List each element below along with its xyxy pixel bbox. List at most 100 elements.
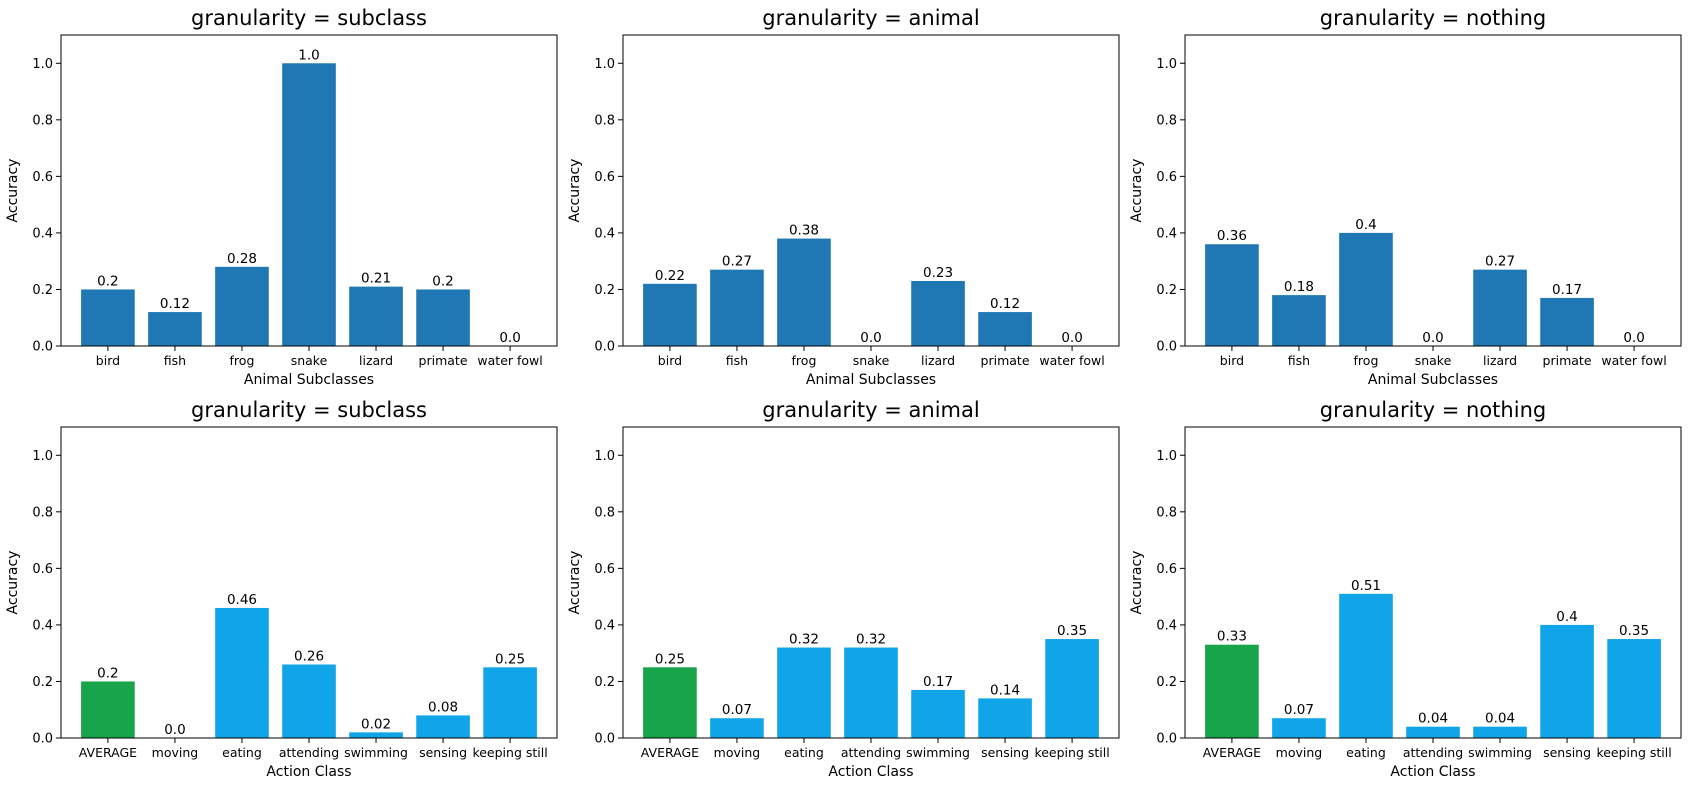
x-tick-label: attending: [841, 745, 901, 760]
chart-title: granularity = animal: [762, 398, 979, 422]
axes-frame: [622, 34, 1120, 347]
chart-title: granularity = nothing: [1320, 398, 1546, 422]
y-tick-label: 0.6: [594, 170, 615, 185]
bar-moving: [1272, 718, 1326, 738]
data-label: 0.33: [1217, 629, 1247, 645]
bar-lizard: [349, 286, 403, 346]
x-tick-label: keeping still: [1034, 745, 1109, 760]
x-tick-label: sensing: [419, 745, 467, 760]
x-tick-label: swimming: [1468, 745, 1532, 760]
x-tick-label: primate: [419, 353, 468, 368]
bar-swimming: [349, 732, 403, 738]
bar-bird: [81, 289, 135, 346]
y-tick-label: 0.6: [1156, 170, 1177, 185]
data-label: 0.22: [655, 268, 685, 284]
data-label: 0.26: [294, 648, 324, 664]
axes-frame: [60, 34, 558, 347]
x-tick-label: keeping still: [1596, 745, 1671, 760]
data-label: 0.14: [990, 682, 1020, 698]
data-label: 0.12: [160, 296, 190, 312]
bar-fish: [710, 269, 764, 346]
y-tick-label: 0.0: [1156, 732, 1177, 747]
data-label: 0.2: [432, 273, 453, 289]
bar-bird: [1205, 244, 1259, 346]
data-label: 0.38: [789, 223, 819, 239]
bar-frog: [1339, 232, 1393, 346]
data-label: 0.02: [361, 716, 391, 732]
y-tick-label: 0.8: [594, 113, 615, 128]
bar-bird: [643, 283, 697, 346]
bar-eating: [777, 647, 831, 738]
x-tick-label: frog: [792, 353, 817, 368]
x-tick-label: frog: [1354, 353, 1379, 368]
data-label: 0.32: [789, 632, 819, 648]
data-label: 0.18: [1284, 279, 1314, 295]
x-tick-label: AVERAGE: [641, 745, 699, 760]
bar-keeping-still: [1607, 639, 1661, 738]
data-label: 0.46: [227, 592, 257, 608]
data-label: 0.4: [1556, 609, 1577, 625]
bar-eating: [215, 607, 269, 738]
bar-moving: [710, 718, 764, 738]
x-tick-label: lizard: [921, 353, 955, 368]
y-tick-label: 0.4: [32, 618, 53, 633]
x-axis-label: Action Class: [266, 764, 351, 780]
chart-title: granularity = animal: [762, 6, 979, 30]
data-label: 0.35: [1619, 623, 1649, 639]
x-axis-label: Action Class: [1390, 764, 1475, 780]
x-tick-label: frog: [230, 353, 255, 368]
bar-primate: [978, 312, 1032, 346]
data-label: 0.4: [1355, 217, 1376, 233]
data-label: 0.12: [990, 296, 1020, 312]
bar-swimming: [1473, 726, 1527, 738]
y-tick-label: 0.8: [32, 505, 53, 520]
chart-title: granularity = nothing: [1320, 6, 1546, 30]
y-tick-label: 0.8: [1156, 113, 1177, 128]
bar-fish: [1272, 295, 1326, 346]
y-tick-label: 0.2: [32, 283, 53, 298]
y-tick-label: 0.6: [1156, 562, 1177, 577]
data-label: 0.25: [655, 651, 685, 667]
y-tick-label: 0.6: [594, 562, 615, 577]
y-tick-label: 0.0: [594, 340, 615, 355]
axes-frame: [60, 426, 558, 739]
x-tick-label: AVERAGE: [79, 745, 137, 760]
x-tick-label: eating: [222, 745, 262, 760]
bar-keeping-still: [483, 667, 537, 738]
y-tick-label: 0.2: [32, 675, 53, 690]
bar-swimming: [911, 689, 965, 738]
x-tick-label: sensing: [1543, 745, 1591, 760]
x-tick-label: AVERAGE: [1203, 745, 1261, 760]
data-label: 0.17: [923, 674, 953, 690]
data-label: 0.27: [722, 254, 752, 270]
bar-attending: [844, 647, 898, 738]
bar-fish: [148, 312, 202, 346]
x-axis-label: Animal Subclasses: [1368, 372, 1498, 388]
data-label: 0.23: [923, 265, 953, 281]
y-tick-label: 0.8: [594, 505, 615, 520]
bar-primate: [1540, 297, 1594, 346]
y-axis-label: Accuracy: [567, 159, 583, 223]
y-axis-label: Accuracy: [5, 159, 21, 223]
y-tick-label: 1.0: [594, 57, 615, 72]
x-tick-label: moving: [1276, 745, 1323, 760]
y-tick-label: 0.2: [1156, 283, 1177, 298]
x-tick-label: primate: [1543, 353, 1592, 368]
x-tick-label: moving: [152, 745, 199, 760]
y-tick-label: 0.2: [594, 283, 615, 298]
y-tick-label: 0.6: [32, 170, 53, 185]
data-label: 0.28: [227, 251, 257, 267]
bar-lizard: [911, 280, 965, 346]
bar-snake: [282, 63, 336, 346]
data-label: 0.0: [1623, 330, 1644, 346]
y-tick-label: 0.8: [32, 113, 53, 128]
data-label: 0.0: [860, 330, 881, 346]
x-tick-label: moving: [714, 745, 761, 760]
y-tick-label: 1.0: [594, 449, 615, 464]
x-tick-label: attending: [1403, 745, 1463, 760]
data-label: 0.0: [499, 330, 520, 346]
y-tick-label: 0.2: [594, 675, 615, 690]
y-tick-label: 0.0: [594, 732, 615, 747]
x-tick-label: bird: [96, 353, 120, 368]
